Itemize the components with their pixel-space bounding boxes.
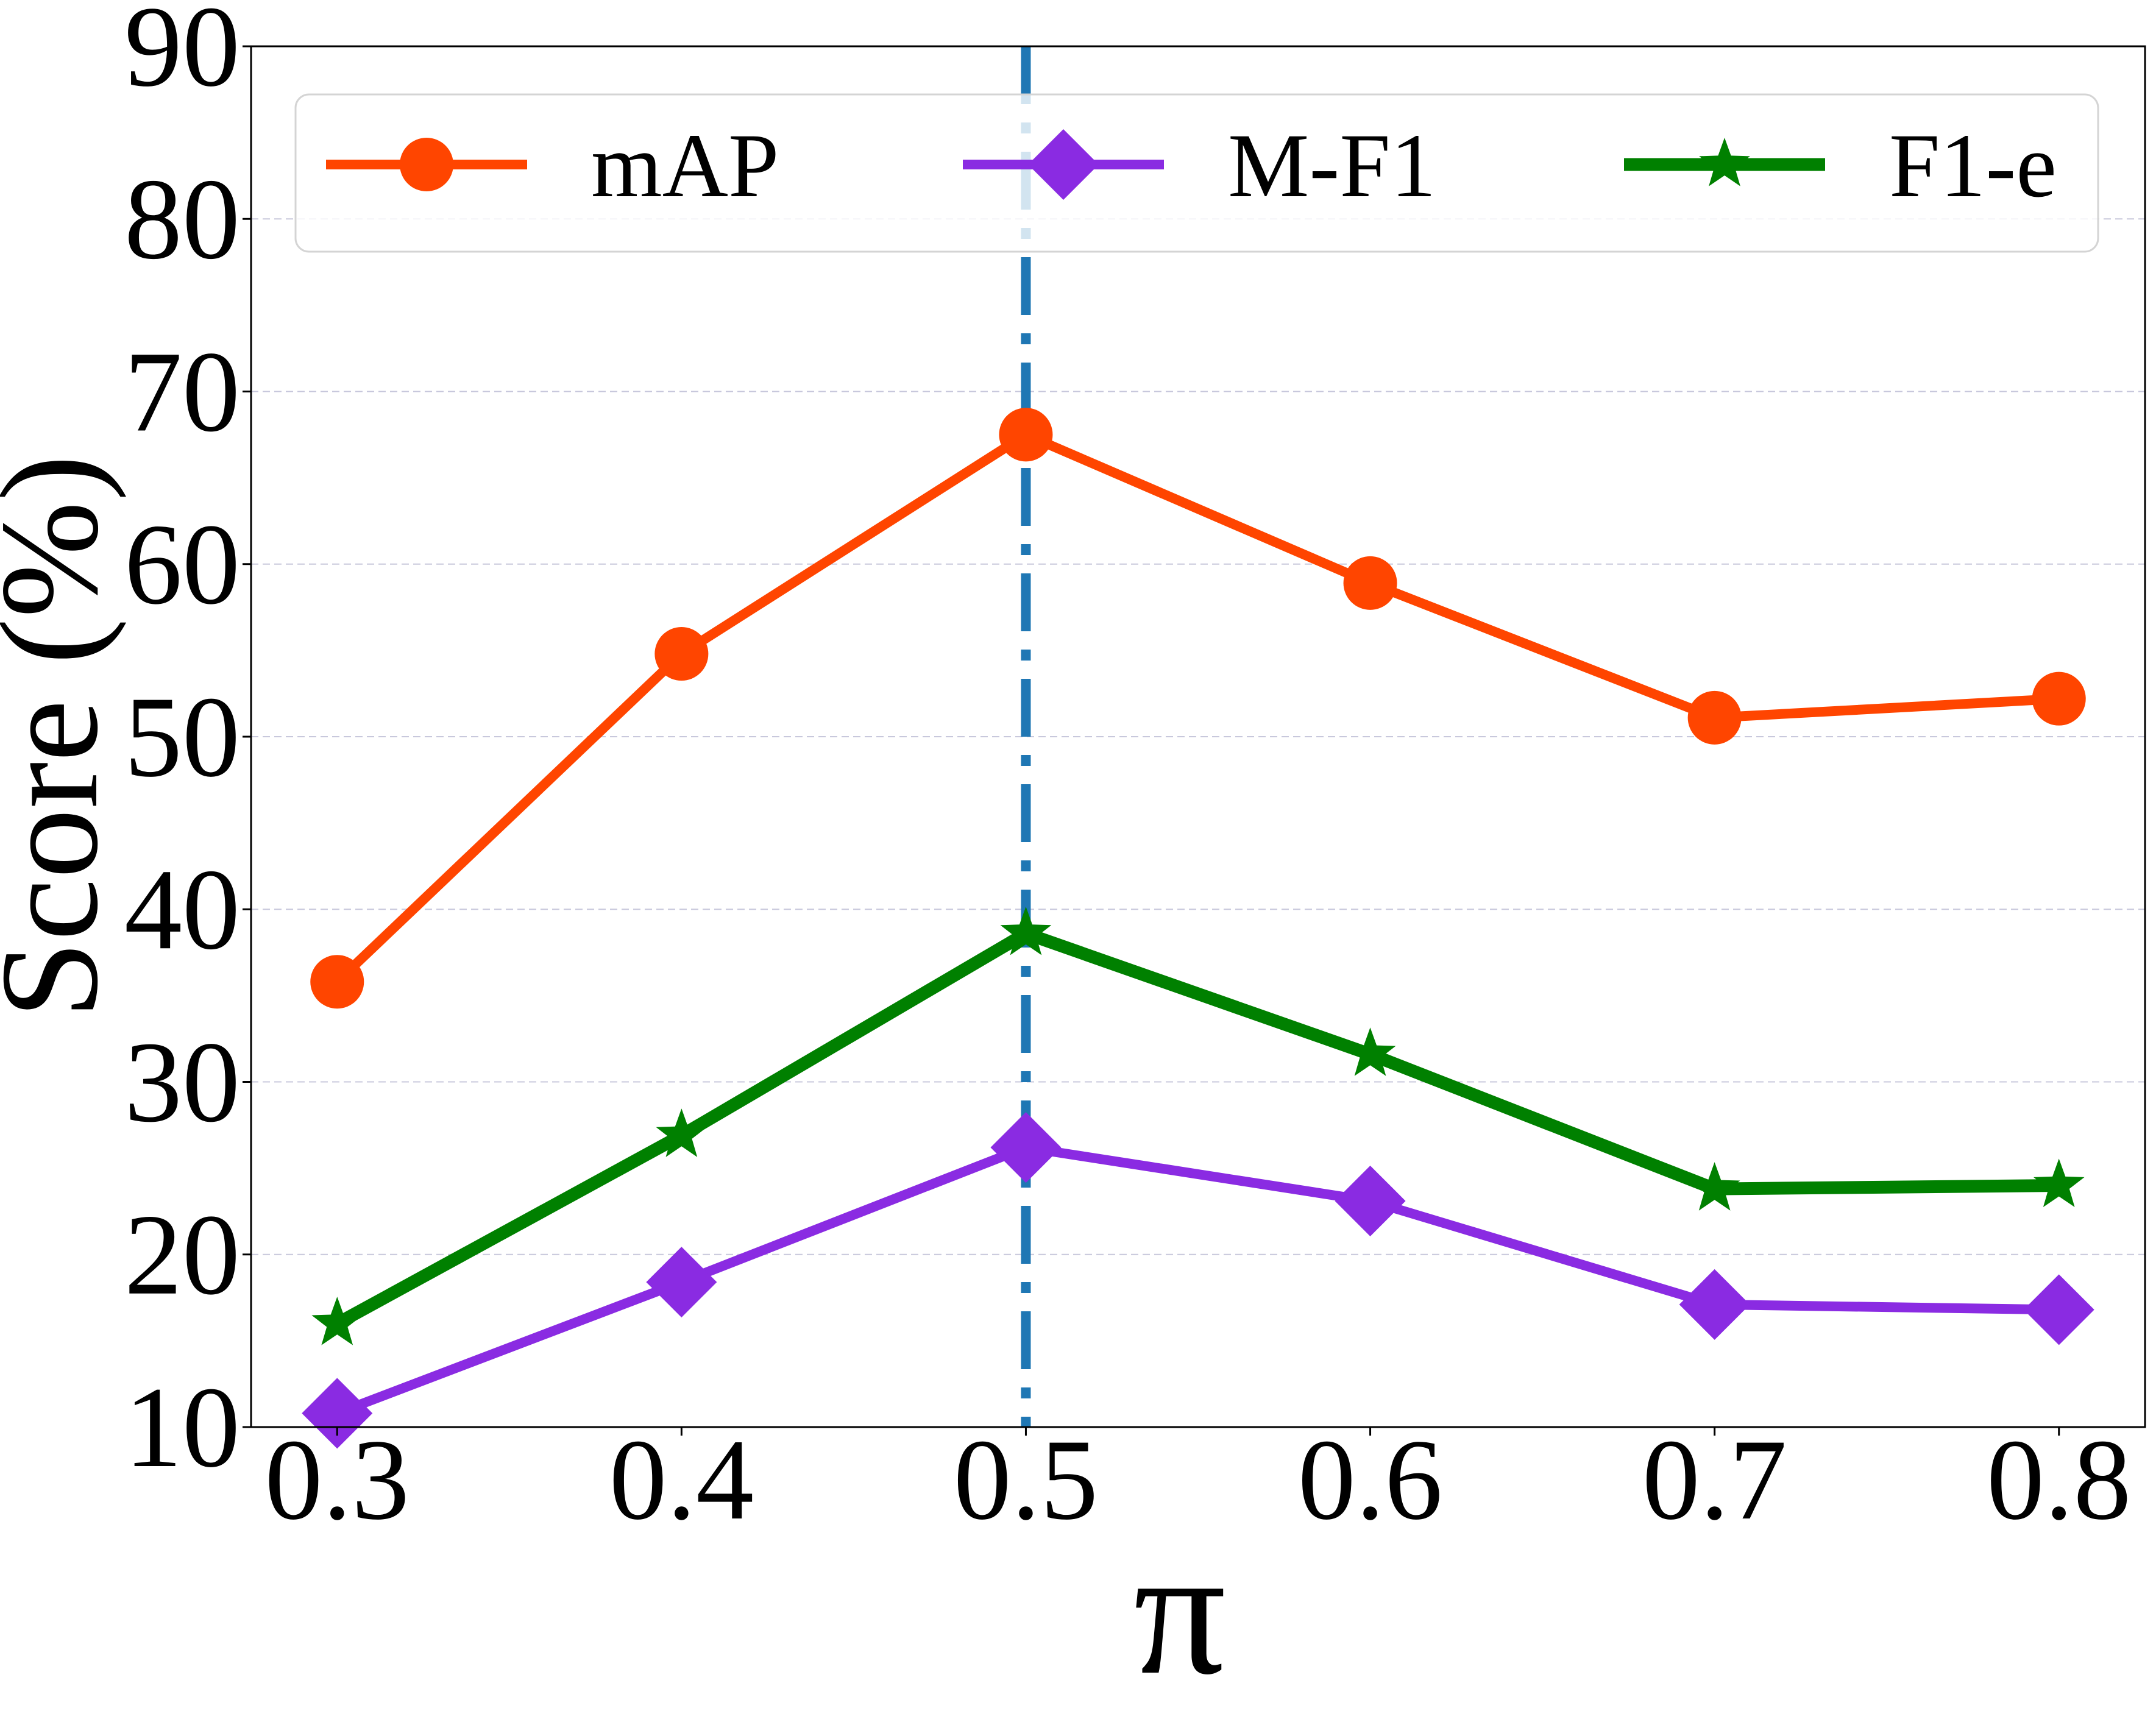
y-tick-label: 90 <box>124 0 240 111</box>
tick-layer: 10 20 30 40 50 60 70 80 90 0.3 0.4 0.5 0.6 0.7 0.8 <box>124 0 2131 1544</box>
y-axis-label: Score (%) <box>0 455 127 1019</box>
series-line <box>332 1143 2064 1419</box>
series-m-f1 <box>302 1112 2094 1449</box>
data-point <box>2033 1158 2085 1207</box>
series-layer <box>302 408 2094 1449</box>
legend: mAP M-F1 F1-e <box>294 93 2099 253</box>
x-tick-label: 0.5 <box>954 1416 1099 1544</box>
y-tick-label: 60 <box>124 501 240 629</box>
data-point <box>646 1247 717 1318</box>
legend-label: mAP <box>591 115 779 216</box>
y-tick-label: 10 <box>124 1364 240 1492</box>
data-point <box>310 955 364 1009</box>
y-tick-label: 80 <box>124 155 240 283</box>
series-f1-e <box>311 906 2085 1345</box>
data-point <box>311 1297 363 1345</box>
legend-label: M-F1 <box>1228 115 1436 216</box>
data-point <box>1689 1162 1740 1211</box>
x-axis-label: π <box>1133 1510 1225 1712</box>
y-tick-label: 30 <box>124 1019 240 1147</box>
y-tick-label: 20 <box>124 1191 240 1319</box>
data-point <box>990 1112 1062 1183</box>
data-point <box>656 1108 707 1157</box>
data-point <box>1335 1165 1406 1236</box>
y-tick-label: 40 <box>124 846 240 974</box>
data-point <box>654 627 709 681</box>
legend-marker <box>1699 138 1750 186</box>
y-tick-label: 50 <box>124 673 240 801</box>
data-point <box>2023 1274 2094 1345</box>
legend-box <box>294 93 2099 253</box>
x-tick-label: 0.8 <box>1987 1416 2132 1544</box>
grid-lines <box>251 218 2145 1255</box>
data-point <box>302 1378 373 1449</box>
legend-marker <box>400 138 453 191</box>
data-point <box>1687 690 1742 745</box>
data-point <box>1000 906 1052 955</box>
x-tick-label: 0.3 <box>265 1416 410 1544</box>
data-point <box>2032 671 2086 726</box>
x-tick-label: 0.6 <box>1298 1416 1443 1544</box>
series-line <box>332 430 2064 987</box>
data-point <box>1344 1027 1396 1076</box>
legend-label: F1-e <box>1889 115 2057 216</box>
data-point <box>1343 556 1397 610</box>
x-tick-label: 0.7 <box>1642 1416 1787 1544</box>
legend-marker <box>1028 129 1099 200</box>
y-tick-label: 70 <box>124 328 240 456</box>
series-line <box>330 927 2066 1330</box>
data-point <box>999 408 1053 462</box>
data-point <box>1679 1269 1750 1340</box>
x-tick-label: 0.4 <box>609 1416 754 1544</box>
series-map <box>310 408 2086 1009</box>
